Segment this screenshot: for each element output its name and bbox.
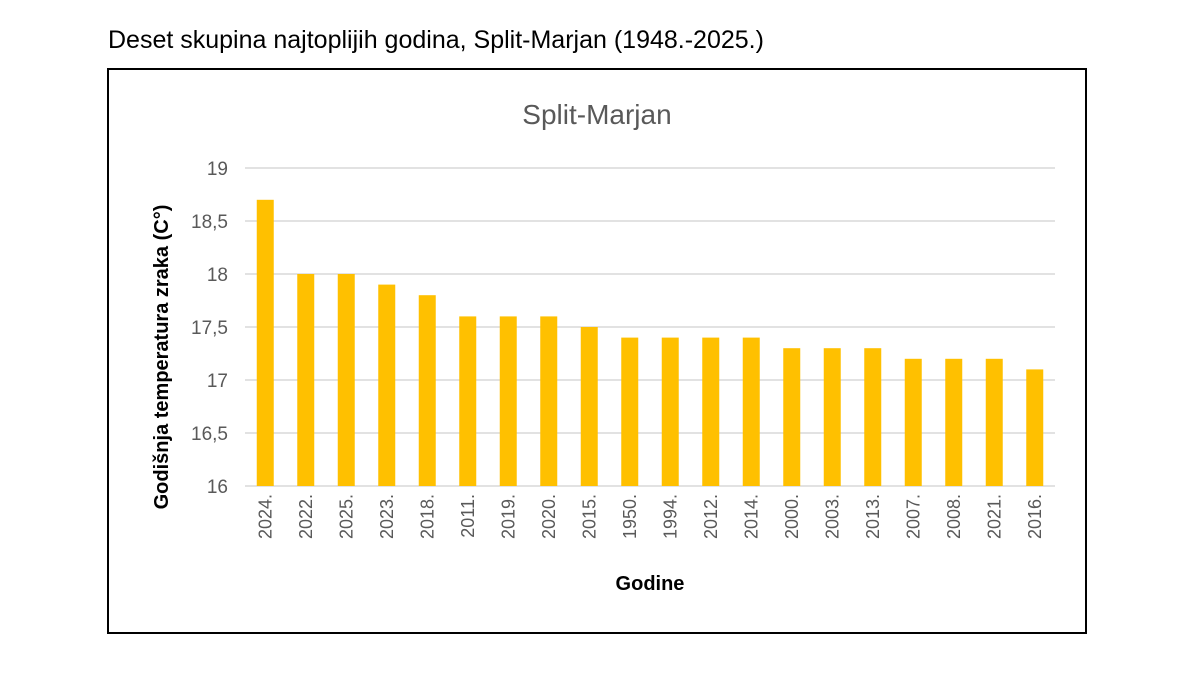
bar <box>256 199 274 487</box>
bar <box>378 284 396 486</box>
bar <box>742 337 760 486</box>
bar <box>621 337 639 486</box>
x-tick-label: 2008. <box>944 494 964 539</box>
x-tick-label: 2023. <box>377 494 397 539</box>
bar <box>661 337 679 486</box>
x-tick-label: 2000. <box>782 494 802 539</box>
bar <box>864 348 882 486</box>
bar <box>540 316 558 486</box>
bar <box>337 274 355 486</box>
y-tick-label: 16,5 <box>191 424 228 445</box>
bar <box>499 316 517 486</box>
bar <box>945 358 963 486</box>
y-tick-label: 17,5 <box>191 318 228 339</box>
page-heading: Deset skupina najtoplijih godina, Split-… <box>108 26 764 54</box>
bar <box>1026 369 1044 486</box>
x-tick-label: 2019. <box>498 494 518 539</box>
x-tick-label: 2016. <box>1025 494 1045 539</box>
y-axis-label: Godišnja temperatura zraka (C°) <box>151 205 173 510</box>
x-tick-label: 2014. <box>741 494 761 539</box>
x-tick-label: 2018. <box>417 494 437 539</box>
x-tick-label: 2012. <box>701 494 721 539</box>
bar <box>783 348 801 486</box>
x-tick-label: 1994. <box>660 494 680 539</box>
x-tick-label: 1950. <box>620 494 640 539</box>
y-tick-label: 19 <box>207 159 228 180</box>
bar <box>459 316 477 486</box>
bar <box>904 358 922 486</box>
bar <box>985 358 1003 486</box>
x-tick-label: 2003. <box>822 494 842 539</box>
x-tick-label: 2025. <box>336 494 356 539</box>
x-tick-label: 2007. <box>903 494 923 539</box>
y-tick-label: 18,5 <box>191 212 228 233</box>
chart-frame <box>107 68 1087 634</box>
x-tick-label: 2013. <box>863 494 883 539</box>
x-tick-label: 2020. <box>539 494 559 539</box>
bar <box>580 327 598 486</box>
x-tick-label: 2015. <box>579 494 599 539</box>
bar <box>418 295 436 486</box>
bar <box>823 348 841 486</box>
y-tick-label: 16 <box>207 477 228 498</box>
x-tick-label: 2022. <box>296 494 316 539</box>
bar <box>297 274 315 486</box>
bar <box>702 337 720 486</box>
x-tick-label: 2011. <box>458 494 478 538</box>
x-tick-label: 2021. <box>984 494 1004 539</box>
x-tick-label: 2024. <box>255 494 275 539</box>
y-tick-label: 17 <box>207 371 228 392</box>
y-tick-label: 18 <box>207 265 228 286</box>
x-axis-label: Godine <box>616 573 685 595</box>
chart-title: Split-Marjan <box>522 99 671 130</box>
